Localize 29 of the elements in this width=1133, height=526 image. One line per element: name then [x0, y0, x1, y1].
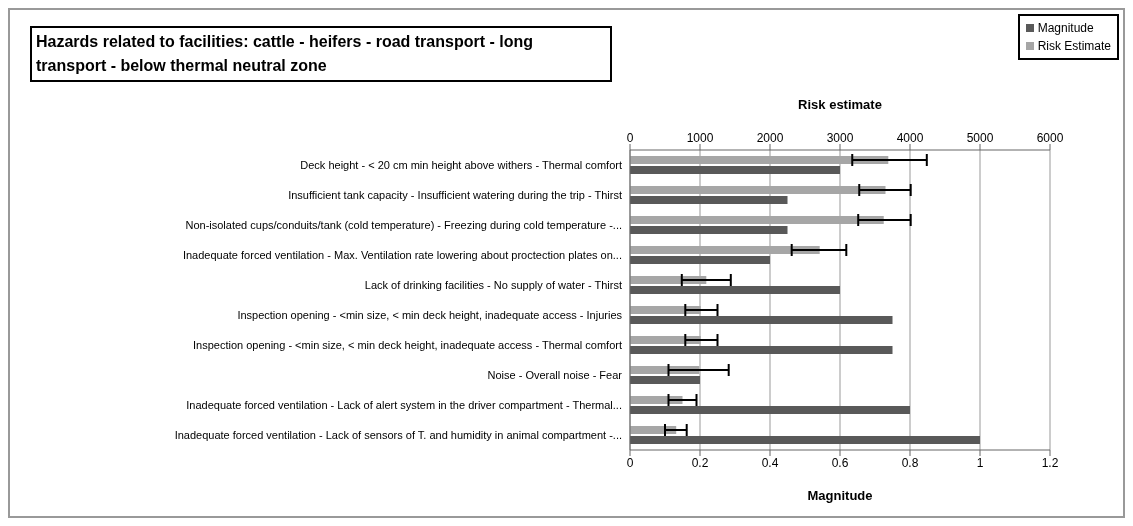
x-tick-label: 0.2 — [691, 455, 709, 470]
x2-tick-label: 1000 — [686, 131, 714, 145]
y-tick-label: Insufficient tank capacity - Insufficient watering during the trip - Thirst — [288, 188, 622, 201]
x-tick-label: 0.8 — [901, 455, 919, 470]
x-axis-title: Magnitude — [807, 488, 873, 503]
y-tick-label: Inadequate forced ventilation - Max. Ventilation rate lowering about proctection plates on... — [182, 248, 622, 261]
y-tick-label: Inadequate forced ventilation - Lack of sensors of T. and humidity in animal compartment -... — [174, 428, 622, 441]
x-tick-label: 1.2 — [1041, 455, 1059, 470]
x-tick-label: 1 — [976, 455, 984, 470]
y-tick-label: Inspection opening - <min size, < min deck height, inadequate access - Thermal comfort — [192, 338, 622, 351]
text: Hazards related to facilities: cattle - heifers - road transport - long transport - below thermal neutral zone — [30, 26, 612, 82]
y-tick-label: Deck height - < 20 cm min height above withers - Thermal comfort — [300, 158, 622, 171]
x2-tick-label: 5000 — [966, 131, 994, 145]
y-tick-label: Non-isolated cups/conduits/tank (cold temperature) - Freezing during cold temperature -... — [185, 218, 622, 231]
y-tick-label: Inadequate forced ventilation - Lack of alert system in the driver compartment - Thermal... — [186, 398, 622, 411]
y-tick-label: Inspection opening - <min size, < min deck height, inadequate access - Injuries — [237, 308, 623, 321]
x2-tick-label: 3000 — [826, 131, 854, 145]
x-tick-label: 0.6 — [831, 455, 849, 470]
y-tick-label: Lack of drinking facilities - No supply of water - Thirst — [364, 278, 622, 291]
x2-tick-label: 2000 — [756, 131, 784, 145]
x2-tick-label: 4000 — [896, 131, 924, 145]
y-tick-label: Noise - Overall noise - Fear — [487, 368, 623, 381]
x2-axis-title: Risk estimate — [798, 97, 882, 113]
legend-label: Risk Estimate — [1036, 38, 1111, 55]
x-tick-label: 0.4 — [761, 455, 779, 470]
legend-label: Magnitude — [1036, 20, 1095, 37]
x2-tick-label: 6000 — [1036, 131, 1064, 145]
x-tick-label: 0 — [626, 455, 634, 470]
x2-tick-label: 0 — [626, 131, 634, 145]
